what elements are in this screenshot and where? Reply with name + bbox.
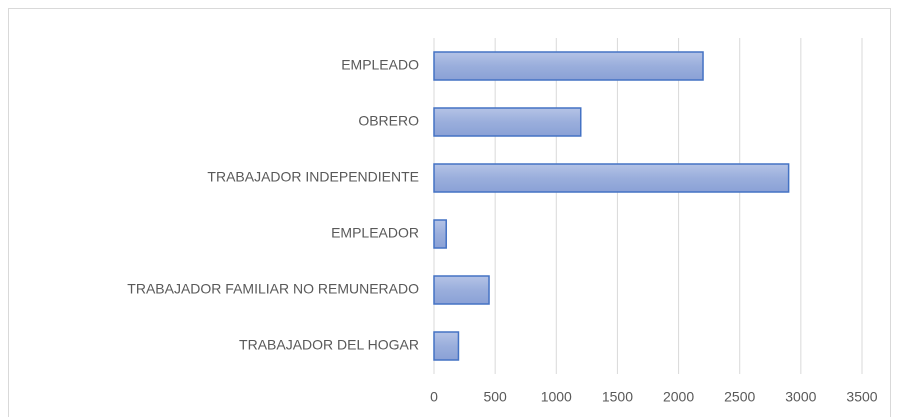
y-tick-label: TRABAJADOR INDEPENDIENTE: [207, 169, 419, 185]
x-tick-label: 3000: [785, 389, 816, 405]
x-tick-label: 1000: [541, 389, 572, 405]
bar: [433, 51, 704, 81]
x-tick-label: 0: [430, 389, 438, 405]
x-tick-label: 500: [483, 389, 507, 405]
x-tick-label: 3500: [846, 389, 877, 405]
y-tick-label: TRABAJADOR FAMILIAR NO REMUNERADO: [127, 281, 419, 297]
y-tick-label: OBRERO: [358, 113, 419, 129]
y-tick-label: EMPLEADOR: [331, 225, 419, 241]
x-tick-label: 1500: [602, 389, 633, 405]
x-tick-label: 2500: [724, 389, 755, 405]
y-tick-label: EMPLEADO: [341, 57, 419, 73]
bar: [433, 275, 490, 305]
bar: [433, 163, 790, 193]
x-tick-label: 2000: [663, 389, 694, 405]
bar: [433, 107, 582, 137]
bar: [433, 219, 447, 249]
y-tick-label: TRABAJADOR DEL HOGAR: [239, 337, 419, 353]
bar: [433, 331, 460, 361]
